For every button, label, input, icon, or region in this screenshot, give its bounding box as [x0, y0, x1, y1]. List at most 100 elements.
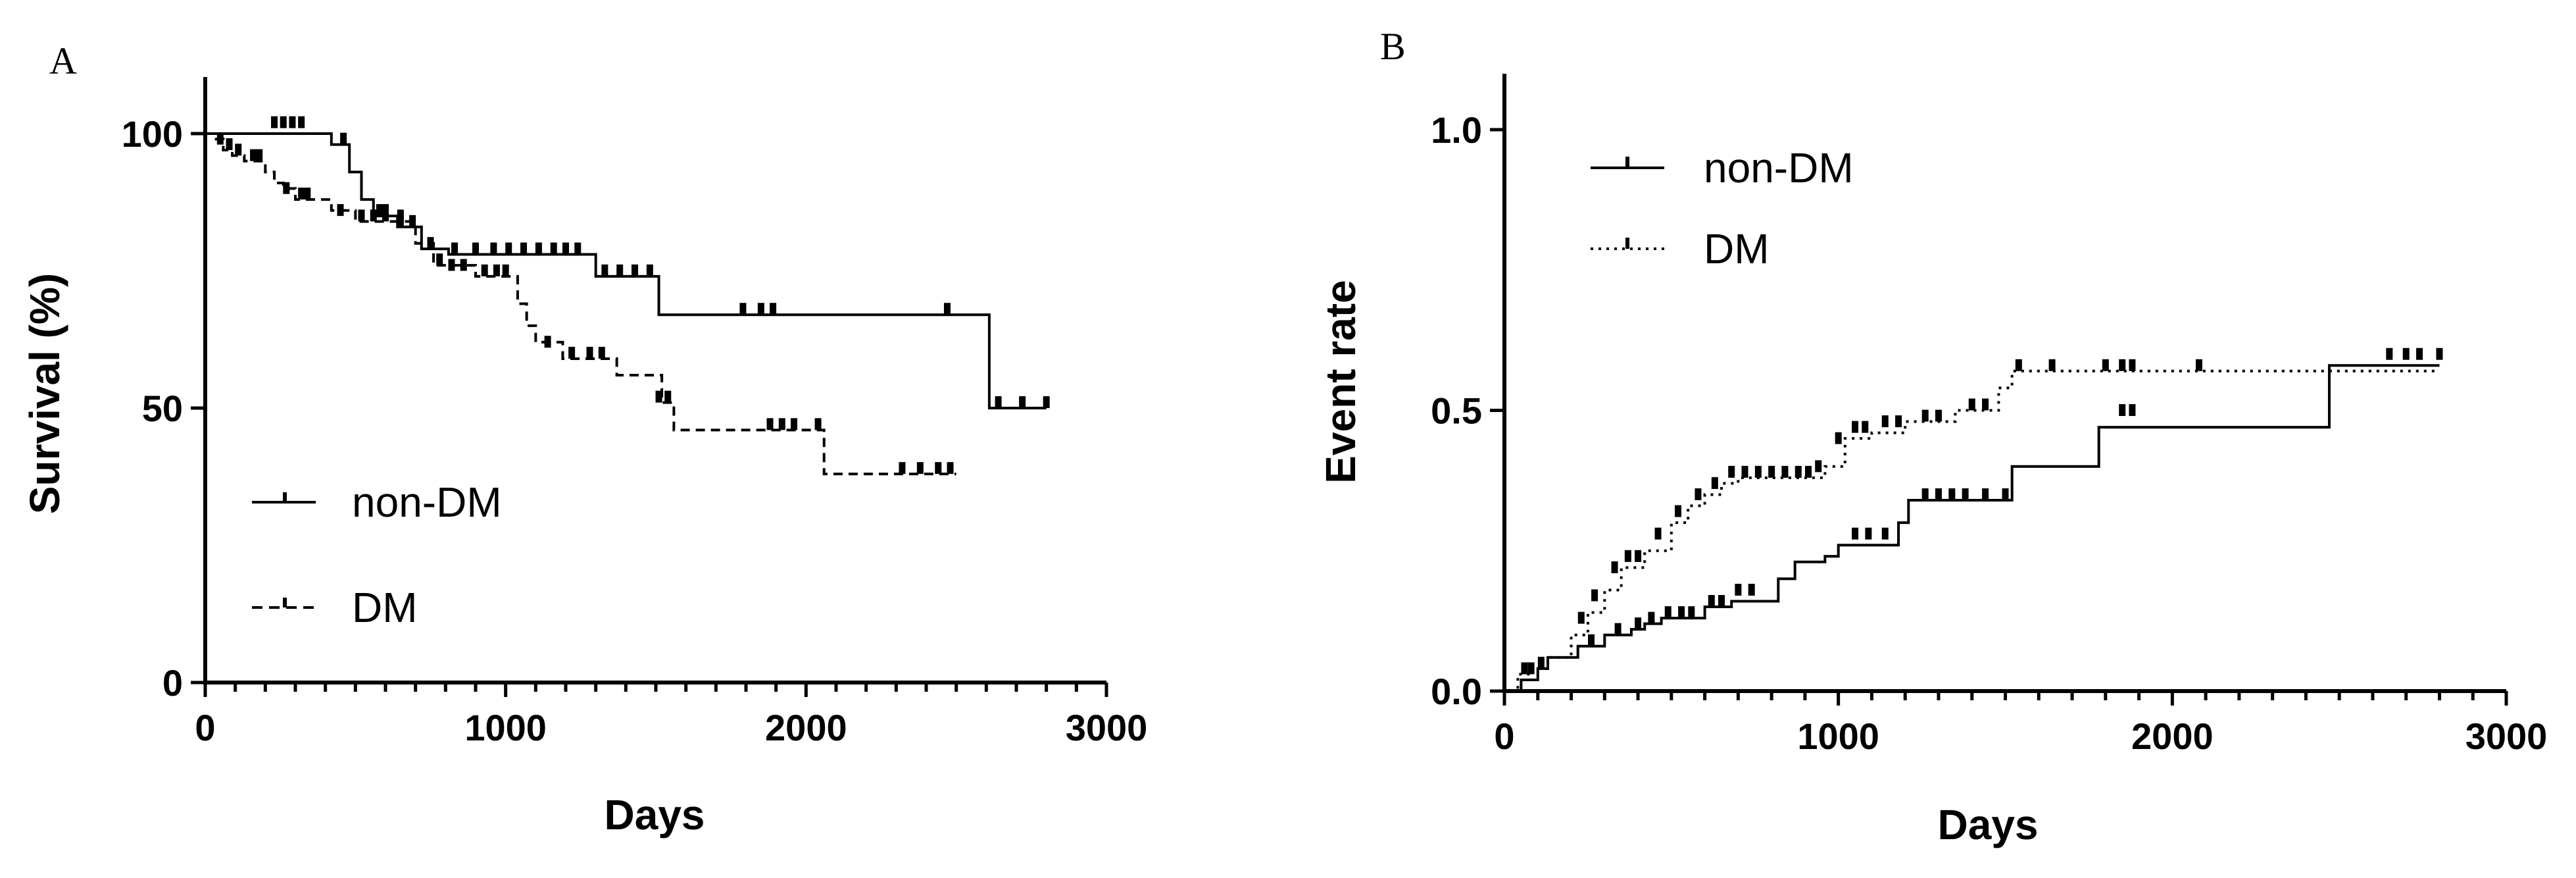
- panel-b-series-non-dm-censor-mark: [1614, 623, 1622, 635]
- panel-a-y-tick-label: 100: [122, 113, 183, 155]
- panel-a-series-dm-censor-mark: [298, 188, 305, 200]
- panel-b-series-non-dm-censor-mark: [2436, 348, 2443, 360]
- panel-a-series-dm-censor-mark: [766, 418, 774, 430]
- panel-b-series-dm-censor-mark: [1741, 465, 1748, 478]
- panel-b-series-non-dm-censor-mark: [1852, 527, 1859, 540]
- panel-a-series-non-dm-censor-mark: [1043, 396, 1050, 408]
- panel-b-series-non-dm-censor-mark: [1962, 488, 1969, 500]
- panel-a-series-dm-censor-mark: [370, 209, 377, 222]
- panel-a-series-dm-censor-mark: [436, 253, 443, 266]
- panel-a-series-non-dm-censor-mark: [616, 264, 624, 276]
- panel-b-series-non-dm-censor-mark: [2002, 488, 2009, 500]
- panel-a-series-non-dm-censor-mark: [770, 303, 777, 315]
- panel-b-series-non-dm-censor-mark: [2119, 404, 2126, 417]
- panel-b-series-non-dm-censor-mark: [1648, 611, 1655, 624]
- panel-a-series-dm-censor-mark: [664, 390, 672, 403]
- panel-b-x-axis-title: Days: [1938, 801, 2039, 848]
- panel-a-series-dm-censor-mark: [226, 138, 233, 151]
- panel-a-legend-entry-non-dm: non-DM: [252, 478, 502, 526]
- panel-a-series-non-dm-censor-mark: [376, 204, 383, 217]
- panel-b-x-tick-label: 3000: [2465, 715, 2548, 757]
- panel-b-series-dm-line: [1504, 369, 2440, 692]
- panel-a-series-dm-censor-mark: [778, 418, 785, 430]
- panel-a-series-dm-censor-mark: [235, 143, 242, 156]
- panel-b-series-non-dm-censor-mark: [1748, 583, 1755, 596]
- panel-a-series-dm-censor-mark: [216, 132, 224, 145]
- panel-a-series-dm-censor-mark: [544, 336, 551, 348]
- panel-a-series-dm-censor-mark: [304, 188, 311, 200]
- panel-a-series-non-dm-censor-mark: [943, 303, 951, 315]
- panel-a-series-non-dm-censor-mark: [280, 116, 287, 128]
- panel-b-series-dm-censor-mark: [1537, 656, 1545, 669]
- panel-a-series-dm-censor-mark: [337, 204, 344, 217]
- panel-b-series-non-dm-censor-mark: [1921, 488, 1929, 500]
- panel-b-series-non-dm-censor-mark: [1982, 488, 1989, 500]
- panel-b-series-dm-censor-mark: [1695, 488, 1702, 500]
- panel-a-series-non-dm-censor-mark: [632, 264, 639, 276]
- panel-b-series-non-dm-line: [1504, 364, 2440, 692]
- panel-a-series-dm-censor-mark: [916, 462, 924, 475]
- panel-b-series-dm-censor-mark: [1577, 611, 1585, 624]
- panel-a-x-tick-label: 0: [195, 707, 215, 748]
- panel-a-legend-label-dm: DM: [352, 584, 418, 631]
- panel-b-series-dm-censor-mark: [1624, 550, 1631, 562]
- panel-a-series-non-dm-censor-mark: [574, 242, 582, 255]
- panel-a-series-non-dm-censor-mark: [505, 242, 512, 255]
- panel-a-series-dm-censor-mark: [935, 462, 942, 475]
- panel-a-series-non-dm-censor-mark: [451, 242, 458, 255]
- panel-a-legend: non-DM DM: [252, 478, 502, 631]
- panel-a-series-dm-line: [205, 132, 956, 476]
- panel-b-series-non-dm-censor-mark: [1587, 634, 1595, 646]
- panel-a-series-non-dm-censor-mark: [1019, 396, 1026, 408]
- panel-a-series-non-dm-censor-mark: [757, 303, 764, 315]
- panel-a-x-tick-label: 2000: [765, 707, 847, 748]
- panel-b-legend: non-DM DM: [1591, 144, 1854, 272]
- panel-b-series-non-dm-censor-mark: [1718, 595, 1725, 607]
- panel-a-series-dm-censor-mark: [493, 264, 500, 276]
- panel-a-series-dm-censor-mark: [586, 346, 593, 359]
- panel-a-series-non-dm-censor-mark: [340, 132, 347, 145]
- panel-b-series-non-dm-censor-mark: [2416, 348, 2423, 360]
- panel-b-series-non-dm-censor-mark: [1664, 606, 1672, 619]
- panel-b-series-dm-censor-mark: [1921, 409, 1929, 422]
- panel-b-legend-label-dm: DM: [1704, 225, 1770, 272]
- panel-b-legend-label-non-dm: non-DM: [1704, 144, 1854, 192]
- panel-a-series-dm-censor-mark: [250, 149, 257, 161]
- panel-b-series-non-dm-censor-mark: [1688, 606, 1695, 619]
- panel-b-series-dm-censor-mark: [1852, 421, 1859, 433]
- panel-a-label: A: [49, 39, 77, 82]
- panel-a-series-dm-censor-mark: [502, 264, 509, 276]
- panel-b-series-dm-censor-mark: [1754, 465, 1762, 478]
- panel-a-series-dm-censor-mark: [448, 259, 455, 271]
- panel-a-series-non-dm-censor-mark: [739, 303, 747, 315]
- panel-a-series-dm-censor-mark: [899, 462, 906, 475]
- panel-a-series-non-dm-line: [205, 132, 1047, 409]
- panel-a-series-non-dm-censor-mark: [562, 242, 569, 255]
- panel-a-y-tick-label: 0: [162, 662, 183, 704]
- panel-b-legend-entry-dm: DM: [1591, 225, 1770, 272]
- panel-a-x-tick-label: 1000: [464, 707, 547, 748]
- panel-a-series-dm-censor-mark: [256, 149, 263, 161]
- panel-b-series-dm-censor-mark: [1674, 505, 1681, 517]
- panel-b-series-dm-censor-mark: [1591, 589, 1598, 602]
- panel-a-series-non-dm-censor-mark: [520, 242, 528, 255]
- panel-b-series-dm-censor-mark: [1804, 465, 1812, 478]
- panel-b-series-non-dm-censor-mark: [1948, 488, 1956, 500]
- panel-b-series-non-dm-censor-mark: [1935, 488, 1942, 500]
- panel-b-series-dm-censor-mark: [1862, 421, 1869, 433]
- panel-a-series-dm-censor-mark: [598, 346, 605, 359]
- panel-b-series-dm-censor-mark: [1815, 460, 1822, 473]
- panel-b-y-tick-label: 0.5: [1431, 390, 1482, 432]
- panel-b-series-dm-censor-mark: [1781, 465, 1789, 478]
- panel-b-series-dm-censor-mark: [2119, 359, 2126, 371]
- panel-a-series-dm-censor-mark: [655, 390, 662, 403]
- panel-b-legend-entry-non-dm: non-DM: [1591, 144, 1854, 192]
- panel-b-series-dm-censor-mark: [1982, 398, 1989, 411]
- panel-b-series-dm-censor-mark: [1968, 398, 1975, 411]
- panel-a-x-tick-label: 3000: [1066, 707, 1148, 748]
- panel-a-series-dm-censor-mark: [460, 259, 467, 271]
- panel-a-series-non-dm-censor-mark: [535, 242, 542, 255]
- panel-b-series-dm-censor-mark: [1895, 415, 1902, 428]
